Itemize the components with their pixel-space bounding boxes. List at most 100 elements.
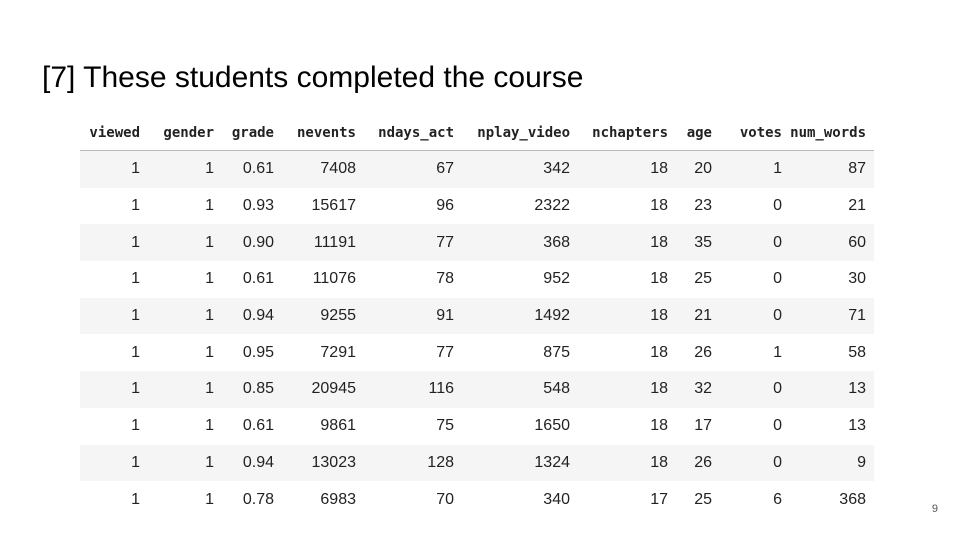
table-cell-ndays-act: 75 [436,417,454,435]
table-cell-gender: 1 [148,444,222,482]
table-cell-votes: 0 [773,417,782,435]
table-cell-nchapters: 18 [650,197,668,215]
slide-title: [7] These students completed the course [42,61,584,94]
table-row: 1 1 0.93 15617 96 2322 18 23 0 21 [80,188,874,225]
table-cell-nplay-video: 2322 [534,197,570,215]
table-cell-nplay-video: 875 [543,343,570,361]
table-cell-nevents: 11191 [282,224,364,262]
table-cell-ndays-act: 77 [364,224,462,262]
table-row: 1 1 0.94 9255 91 1492 18 21 0 71 [80,297,874,335]
table-cell-num-words: 368 [839,490,866,508]
table-cell-nplay-video: 340 [543,490,570,508]
table-cell-age: 17 [694,417,712,435]
column-header-nplay-video: nplay_video [462,116,578,151]
table-cell-nevents: 15617 [311,197,357,215]
table-cell-viewed: 1 [131,343,140,361]
table-cell-ndays-act: 70 [436,490,454,508]
table-cell-grade: 0.61 [242,417,274,435]
table-cell-grade: 0.85 [222,371,282,408]
table-body: 1 1 0.61 7408 67 342 18 20 1 87 1 1 0.93 15617 96 2322 1… [80,150,874,518]
table-cell-votes: 6 [773,490,782,508]
table-cell-viewed: 1 [80,224,148,262]
table-cell-grade: 0.90 [222,224,282,262]
table-row: 1 1 0.78 6983 70 340 17 25 6 368 [80,481,874,518]
table-cell-viewed: 1 [131,417,140,435]
column-header-nevents: nevents [282,116,364,151]
table-cell-ndays-act: 78 [436,270,454,288]
table-cell-num-words: 71 [790,297,874,335]
table-cell-nevents: 6983 [320,490,356,508]
data-table: viewed gender grade nevents ndays_act np… [80,116,874,518]
table-cell-nchapters: 18 [578,224,676,262]
table-cell-ndays-act: 91 [364,297,462,335]
table-cell-nevents: 9861 [320,417,356,435]
table-cell-viewed: 1 [80,444,148,482]
page-number: 9 [931,503,938,515]
table-cell-nevents: 7408 [282,150,364,188]
table-cell-viewed: 1 [131,197,140,215]
table-cell-age: 25 [694,270,712,288]
table-cell-num-words: 13 [848,417,866,435]
table-cell-nevents: 7291 [320,343,356,361]
table-cell-nchapters: 17 [650,490,668,508]
table-cell-viewed: 1 [80,297,148,335]
table-cell-age: 35 [676,224,720,262]
table-cell-grade: 0.94 [222,297,282,335]
table-cell-nplay-video: 548 [462,371,578,408]
table-cell-nchapters: 18 [578,371,676,408]
table-cell-gender: 1 [205,270,214,288]
table-cell-nplay-video: 1650 [534,417,570,435]
table-cell-viewed: 1 [80,150,148,188]
table-header-row: viewed gender grade nevents ndays_act np… [80,116,874,151]
table-cell-num-words: 58 [848,343,866,361]
table-cell-nevents: 11076 [312,270,356,288]
table-cell-nevents: 9255 [282,297,364,335]
table-cell-votes: 0 [773,197,782,215]
column-header-ndays-act: ndays_act [364,116,462,151]
table-cell-gender: 1 [148,371,222,408]
table-cell-gender: 1 [148,224,222,262]
table-cell-ndays-act: 96 [436,197,454,215]
table-cell-votes: 0 [720,224,790,262]
table-cell-votes: 0 [773,270,782,288]
table-cell-viewed: 1 [80,371,148,408]
table-cell-nchapters: 18 [578,297,676,335]
table-cell-nchapters: 18 [578,150,676,188]
table-cell-ndays-act: 116 [364,371,462,408]
table-cell-age: 21 [676,297,720,335]
table-row: 1 1 0.85 20945 116 548 18 32 0 13 [80,371,874,408]
table-cell-nchapters: 18 [650,270,668,288]
table-cell-grade: 0.61 [222,150,282,188]
table-cell-viewed: 1 [131,490,140,508]
column-header-grade: grade [222,116,282,151]
table-cell-gender: 1 [205,417,214,435]
table-cell-votes: 0 [720,297,790,335]
column-header-gender: gender [148,116,222,151]
table-cell-grade: 0.78 [242,490,274,508]
table-cell-age: 23 [694,197,712,215]
column-header-viewed: viewed [80,116,148,151]
table-row: 1 1 0.90 11191 77 368 18 35 0 60 [80,224,874,262]
table-cell-age: 26 [676,444,720,482]
table-cell-ndays-act: 77 [436,343,454,361]
column-header-nchapters: nchapters [578,116,676,151]
table-cell-gender: 1 [205,197,214,215]
table-cell-votes: 1 [720,150,790,188]
table-cell-votes: 0 [720,371,790,408]
table-cell-gender: 1 [148,150,222,188]
table-cell-nplay-video: 1492 [462,297,578,335]
table-cell-ndays-act: 128 [364,444,462,482]
table-row: 1 1 0.61 7408 67 342 18 20 1 87 [80,150,874,188]
table-cell-votes: 1 [773,343,782,361]
table-cell-gender: 1 [205,490,214,508]
table-cell-nplay-video: 952 [543,270,570,288]
table-cell-age: 20 [676,150,720,188]
column-header-votes: votes [720,116,790,151]
column-header-age: age [676,116,720,151]
table-cell-nplay-video: 1324 [462,444,578,482]
table-row: 1 1 0.94 13023 128 1324 18 26 0 9 [80,444,874,482]
table-cell-age: 32 [676,371,720,408]
table-row: 1 1 0.95 7291 77 875 18 26 1 58 [80,334,874,371]
table-cell-num-words: 30 [848,270,866,288]
table-cell-nplay-video: 368 [462,224,578,262]
